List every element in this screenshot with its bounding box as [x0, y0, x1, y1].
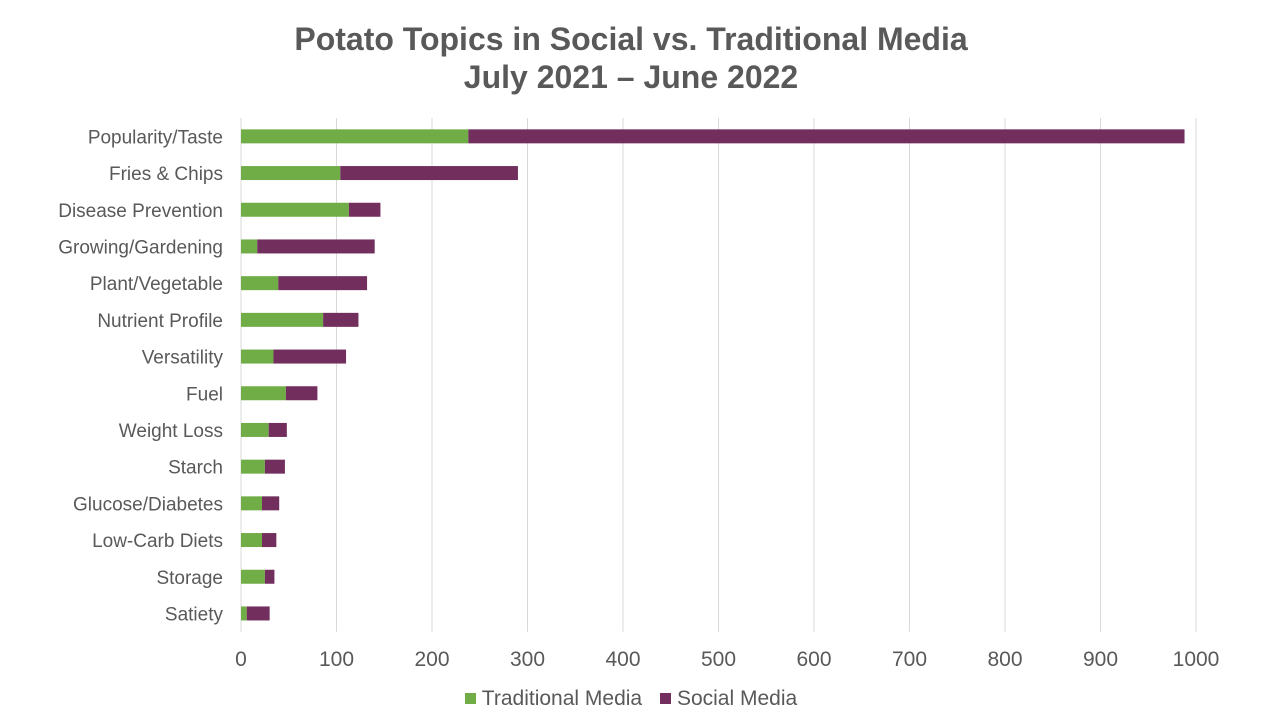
x-tick-label: 200	[414, 648, 449, 671]
bar-social	[278, 276, 368, 291]
x-tick-label: 800	[987, 648, 1022, 671]
bar-traditional	[241, 533, 263, 548]
x-tick-label: 100	[319, 648, 354, 671]
bar-social	[262, 533, 277, 548]
bar-traditional	[241, 166, 341, 181]
bar-traditional	[241, 349, 274, 364]
chart-title-line2: July 2021 – June 2022	[463, 59, 799, 95]
legend-label-social: Social Media	[676, 686, 798, 710]
legend-item-social: Social Media	[659, 686, 798, 711]
category-label: Low-Carb Diets	[92, 531, 223, 552]
chart-title-line1: Potato Topics in Social vs. Traditional …	[294, 21, 968, 57]
category-label: Nutrient Profile	[97, 311, 223, 332]
bar-social	[264, 459, 285, 474]
category-label: Weight Loss	[119, 421, 223, 442]
category-label: Plant/Vegetable	[90, 274, 223, 295]
category-label: Glucose/Diabetes	[73, 494, 223, 515]
x-tick-label: 600	[796, 648, 831, 671]
x-tick-label: 300	[510, 648, 545, 671]
category-label: Fuel	[186, 384, 223, 405]
x-tick-label: 700	[892, 648, 927, 671]
bar-traditional	[241, 569, 265, 584]
category-label: Popularity/Taste	[88, 127, 223, 148]
bar-traditional	[241, 496, 263, 511]
x-tick-label: 500	[701, 648, 736, 671]
bar-traditional	[241, 422, 269, 437]
chart-title: Potato Topics in Social vs. Traditional …	[0, 20, 1262, 96]
bar-traditional	[241, 606, 247, 621]
bar-social	[323, 312, 359, 327]
x-tick-label: 1000	[1173, 648, 1220, 671]
bar-social	[348, 202, 381, 217]
x-tick-label: 900	[1083, 648, 1118, 671]
x-tick-label: 0	[235, 648, 247, 671]
category-label: Satiety	[165, 604, 224, 625]
legend-item-traditional: Traditional Media	[464, 686, 643, 711]
bar-social	[257, 239, 375, 254]
bar-traditional	[241, 129, 469, 144]
bar-traditional	[241, 202, 349, 217]
bar-social	[268, 422, 287, 437]
bar-social	[468, 129, 1185, 144]
category-label: Disease Prevention	[58, 201, 223, 222]
bar-traditional	[241, 312, 324, 327]
legend-label-traditional: Traditional Media	[481, 686, 643, 710]
bar-traditional	[241, 386, 286, 401]
bar-social	[262, 496, 280, 511]
bar-traditional	[241, 459, 265, 474]
bar-traditional	[241, 276, 279, 291]
bar-chart: 0 100 200 300 400 500 600 700 800 900 1000 Populari…	[58, 118, 1220, 671]
category-label: Starch	[168, 458, 223, 479]
category-label: Storage	[156, 568, 223, 589]
legend-swatch-traditional	[464, 693, 476, 704]
legend-swatch-social	[659, 693, 671, 704]
legend: Traditional Media Social Media	[0, 686, 1262, 711]
bar-social	[264, 569, 275, 584]
category-label: Growing/Gardening	[58, 237, 223, 258]
bar-social	[340, 166, 518, 181]
bar-social	[285, 386, 318, 401]
bar-traditional	[241, 239, 258, 254]
category-label: Versatility	[142, 348, 224, 369]
category-label: Fries & Chips	[109, 164, 223, 185]
bar-social	[246, 606, 270, 621]
bar-social	[273, 349, 347, 364]
x-tick-label: 400	[605, 648, 640, 671]
